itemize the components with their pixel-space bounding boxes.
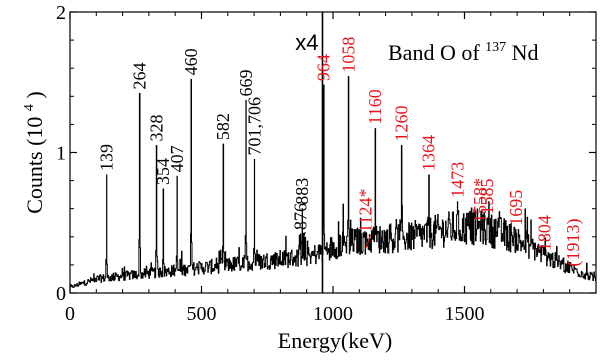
peak-label: 1058: [338, 37, 358, 73]
x-tick-label: 1500: [445, 303, 485, 325]
peak-label: 1124*: [356, 188, 376, 232]
peak-label: 582: [213, 113, 233, 140]
chart-title-element: Nd: [512, 40, 539, 65]
y-tick-label: 1: [56, 143, 66, 165]
peak-label: 407: [167, 145, 187, 172]
peak-label: 1160: [365, 89, 385, 124]
y-axis-label-close: ): [22, 91, 47, 98]
axes-layer: 0 500 1000 1500 0 1 2: [56, 2, 596, 325]
x-axis-label: Energy(keV): [278, 328, 392, 353]
peak-label: 669: [236, 70, 256, 97]
x-tick-label: 500: [187, 303, 217, 325]
peak-label: 460: [181, 48, 201, 75]
peak-label: 876: [290, 203, 310, 230]
spectrum-line: [70, 76, 597, 288]
y-tick-label: 2: [56, 2, 66, 24]
peak-label: 1558*: [470, 178, 490, 223]
scale-factor-label: x4: [295, 30, 318, 55]
peak-label: 1695: [506, 190, 526, 226]
peak-label: 1585: [477, 179, 497, 215]
y-tick-label: 0: [56, 283, 66, 305]
plot-layer: [70, 12, 597, 293]
peak-pointer: [299, 231, 306, 247]
x-tick-label: 1000: [313, 303, 353, 325]
peak-label: 354: [153, 158, 173, 185]
chart-title-text: Band O of: [388, 40, 480, 65]
peak-label: 139: [97, 144, 117, 171]
peak-label: (1913): [563, 219, 584, 267]
peak-pointer: [365, 234, 372, 249]
peak-label: 1260: [391, 106, 411, 142]
peak-label: 1364: [419, 135, 439, 171]
y-axis-label-text: Counts (10: [22, 117, 47, 214]
y-axis-label: Counts (10 4 ): [13, 91, 47, 214]
y-axis-label-exponent: 4: [22, 104, 37, 111]
peak-label: 1804: [535, 215, 555, 251]
chart-title-mass: 137: [485, 40, 506, 55]
chart-title: Band O of 137 Nd: [388, 31, 539, 65]
peak-label: 264: [129, 63, 149, 90]
peak-label: 883: [292, 178, 312, 205]
peak-label: 701,706: [244, 97, 264, 156]
peak-label: 1473: [447, 162, 467, 198]
peak-label: 964: [314, 54, 334, 81]
peak-label: 328: [146, 115, 166, 142]
x-tick-label: 0: [65, 303, 75, 325]
